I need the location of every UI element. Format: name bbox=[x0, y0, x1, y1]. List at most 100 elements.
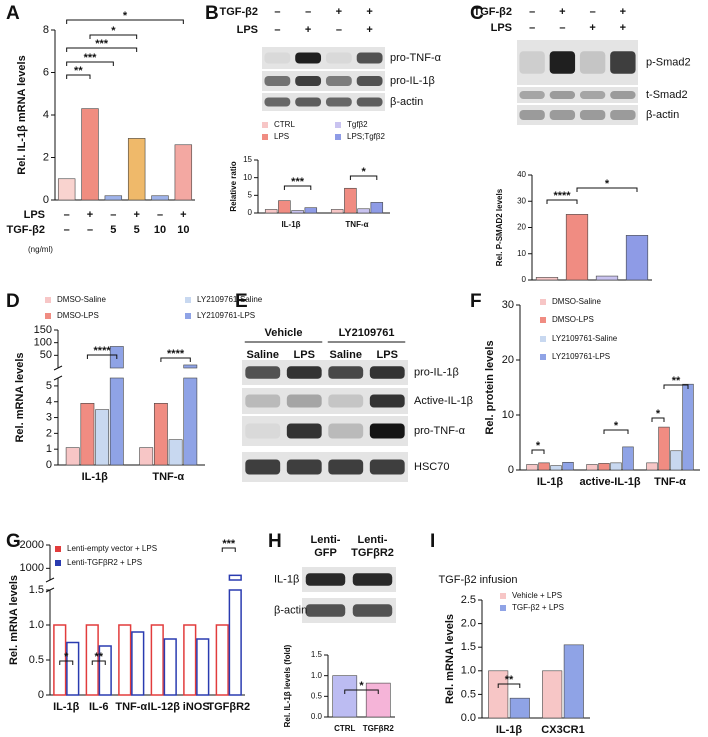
blot-band bbox=[286, 394, 322, 408]
blot-band bbox=[352, 573, 393, 586]
x-row-value: – bbox=[87, 224, 93, 236]
legend-marker bbox=[335, 122, 341, 128]
bar bbox=[215, 624, 229, 696]
condition-sign: – bbox=[529, 22, 535, 34]
significance-label: * bbox=[359, 680, 364, 692]
y-tick-label: 3 bbox=[46, 411, 52, 423]
y-tick-label: 5 bbox=[46, 380, 52, 392]
y-tick-label: 4 bbox=[46, 396, 52, 408]
condition-sign: – bbox=[336, 24, 342, 36]
x-row-value: – bbox=[157, 209, 163, 221]
blot-band bbox=[286, 366, 322, 379]
bar bbox=[264, 209, 278, 214]
blot-band bbox=[549, 51, 576, 74]
blot-band bbox=[264, 52, 291, 64]
x-row-value: 5 bbox=[110, 224, 116, 236]
band-label: β-actin bbox=[390, 96, 423, 108]
panel-label: B bbox=[205, 3, 219, 24]
significance-label: ** bbox=[94, 651, 103, 663]
bar bbox=[357, 208, 370, 214]
y-tick-label: 1.0 bbox=[461, 665, 476, 677]
legend-label: Vehicle + LPS bbox=[512, 591, 562, 600]
bar bbox=[104, 195, 123, 201]
y-tick-label: 8 bbox=[43, 24, 49, 36]
bar bbox=[563, 644, 584, 719]
bar bbox=[151, 195, 169, 201]
blot-band bbox=[325, 52, 352, 64]
bar bbox=[526, 464, 538, 471]
blot-strip bbox=[262, 47, 385, 69]
band-label: p-Smad2 bbox=[646, 56, 691, 68]
panel-label: G bbox=[6, 531, 21, 552]
bar bbox=[622, 446, 634, 471]
blot-band bbox=[328, 394, 364, 408]
band-label: IL-1β bbox=[274, 573, 299, 585]
blot-band bbox=[610, 110, 636, 120]
y-tick-label: 1.5 bbox=[461, 641, 476, 653]
bar bbox=[118, 624, 132, 696]
blot-band bbox=[245, 423, 281, 439]
bar bbox=[85, 624, 99, 696]
bar bbox=[595, 275, 619, 281]
significance-label: ** bbox=[505, 674, 514, 686]
y-tick-label: 1000 bbox=[20, 562, 44, 574]
condition-sign: – bbox=[274, 6, 280, 18]
condition-sign: + bbox=[559, 6, 565, 18]
y-tick-label: 0 bbox=[46, 459, 52, 471]
blot-band bbox=[519, 51, 545, 74]
significance-bracket bbox=[344, 689, 379, 694]
legend-label: Lenti-TGFβR2 + LPS bbox=[67, 558, 142, 567]
condition-sign: + bbox=[336, 6, 342, 18]
blot-band bbox=[369, 423, 405, 439]
y-tick-label: 2 bbox=[46, 427, 52, 439]
legend-marker bbox=[335, 134, 341, 140]
legend-label: Lenti-empty vector + LPS bbox=[67, 544, 157, 553]
legend-marker bbox=[55, 560, 61, 566]
bar bbox=[332, 675, 358, 718]
x-row-value: 10 bbox=[154, 224, 166, 236]
legend-marker bbox=[540, 354, 546, 360]
lane-label: GFP bbox=[314, 547, 337, 559]
significance-bracket bbox=[66, 74, 91, 79]
bar bbox=[344, 187, 357, 214]
y-tick-label: 1.5 bbox=[29, 584, 44, 596]
significance-bracket bbox=[576, 187, 638, 192]
x-tick-label: IL-1β bbox=[281, 220, 300, 229]
legend-marker bbox=[185, 297, 191, 303]
y-tick-label: 15 bbox=[243, 155, 252, 164]
significance-bracket bbox=[546, 199, 578, 204]
bar bbox=[80, 403, 95, 466]
legend-label: Tgfβ2 bbox=[347, 120, 368, 129]
x-tick-label: TNF-α bbox=[654, 476, 686, 488]
significance-label: * bbox=[361, 166, 366, 178]
blot-band bbox=[264, 97, 291, 107]
significance-label: ** bbox=[672, 375, 681, 387]
blot-band bbox=[328, 423, 364, 439]
x-row-value: + bbox=[180, 209, 186, 221]
bar bbox=[153, 403, 168, 466]
lane-label: Lenti- bbox=[358, 534, 388, 546]
condition-sign: – bbox=[559, 22, 565, 34]
blot-band bbox=[369, 366, 405, 379]
x-tick-label: active-IL-1β bbox=[579, 476, 640, 488]
y-tick-label: 0.0 bbox=[461, 712, 476, 724]
legend-marker bbox=[540, 336, 546, 342]
blot-band bbox=[610, 91, 636, 99]
x-tick-label: IL-1β bbox=[53, 701, 80, 713]
blot-band bbox=[519, 91, 545, 99]
lane-label: TGFβR2 bbox=[351, 547, 394, 559]
significance-bracket bbox=[497, 683, 521, 688]
y-tick-label: 2 bbox=[43, 151, 49, 163]
x-tick-label: TGFβR2 bbox=[363, 724, 395, 733]
legend-marker bbox=[45, 313, 51, 319]
legend-marker bbox=[540, 299, 546, 305]
condition-sign: + bbox=[620, 22, 626, 34]
bar bbox=[139, 447, 154, 466]
x-unit: (ng/ml) bbox=[28, 245, 53, 254]
significance-bracket bbox=[663, 384, 689, 389]
x-row-value: – bbox=[64, 224, 70, 236]
y-tick-label: 30 bbox=[517, 196, 526, 205]
condition-label: LPS bbox=[237, 24, 258, 36]
bar bbox=[57, 178, 76, 201]
panel-label: E bbox=[235, 291, 248, 312]
